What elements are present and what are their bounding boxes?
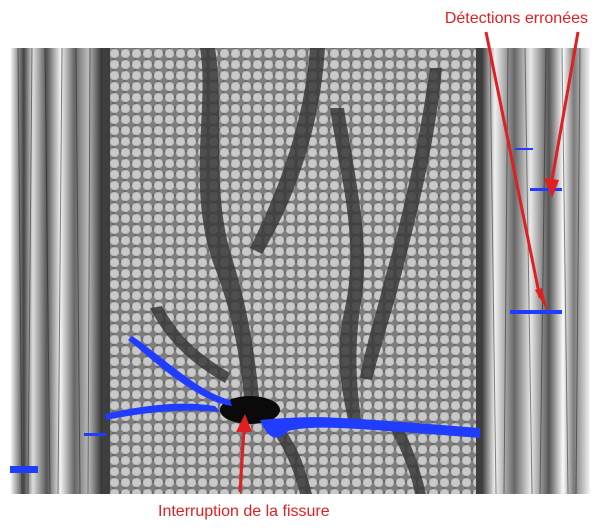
micrograph-image: [10, 48, 590, 494]
annotation-crack-interruption: Interruption de la fissure: [158, 503, 330, 520]
annotation-false-detections: Détections erronées: [444, 10, 588, 27]
